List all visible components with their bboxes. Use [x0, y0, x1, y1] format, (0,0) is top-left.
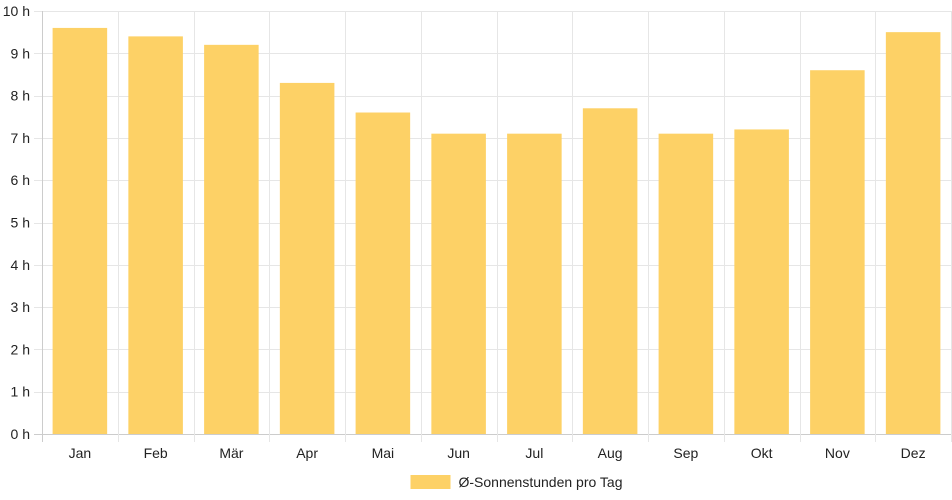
bar-11[interactable] [885, 32, 941, 435]
y-tick-label: 9 h [11, 45, 30, 61]
bar-8[interactable] [658, 133, 714, 435]
y-tick-label: 0 h [11, 426, 30, 442]
bar-10[interactable] [810, 70, 865, 434]
x-tick-label: Apr [296, 445, 318, 461]
y-tick-label: 8 h [11, 88, 30, 104]
y-tick-label: 6 h [11, 172, 30, 188]
legend-label: Ø-Sonnenstunden pro Tag [459, 474, 623, 490]
bar-1[interactable] [128, 36, 183, 434]
x-tick-label: Feb [144, 445, 168, 461]
bars [52, 27, 941, 435]
y-tick-label: 2 h [11, 341, 30, 357]
axes: 0 h 1 h 2 h 3 h 4 h 5 h 6 h 7 h 8 h 9 h 10 h Jan Feb… [3, 3, 926, 461]
bar-4[interactable] [355, 112, 411, 435]
y-tick-label: 7 h [11, 130, 30, 146]
y-tick-label: 1 h [11, 384, 30, 400]
bar-6[interactable] [507, 133, 562, 435]
bar-7[interactable] [582, 108, 638, 434]
y-tick-label: 10 h [3, 3, 30, 19]
y-tick-label: 5 h [11, 215, 30, 231]
bar-3[interactable] [279, 82, 335, 434]
x-tick-label: Okt [751, 445, 773, 461]
x-tick-label: Sep [673, 445, 698, 461]
legend[interactable]: Ø-Sonnenstunden pro Tag [410, 474, 623, 490]
y-tick-label: 3 h [11, 299, 30, 315]
x-tick-label: Dez [901, 445, 926, 461]
grid-lines [34, 11, 952, 442]
x-tick-label: Jun [447, 445, 470, 461]
x-tick-label: Jul [525, 445, 543, 461]
bar-0[interactable] [52, 27, 108, 434]
bar-5[interactable] [431, 133, 486, 435]
x-tick-label: Mär [219, 445, 243, 461]
x-tick-label: Jan [69, 445, 92, 461]
x-tick-label: Nov [825, 445, 850, 461]
y-tick-label: 4 h [11, 257, 30, 273]
bar-2[interactable] [204, 44, 259, 435]
bar-9[interactable] [734, 129, 789, 434]
x-tick-label: Aug [598, 445, 623, 461]
legend-swatch [410, 475, 451, 489]
x-tick-label: Mai [372, 445, 395, 461]
